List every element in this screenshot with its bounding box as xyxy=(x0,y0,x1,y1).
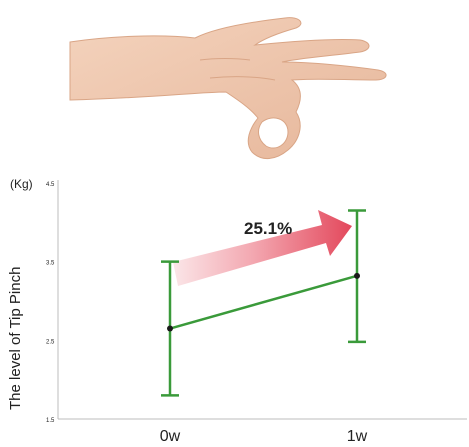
hand-ok-gesture-illustration xyxy=(69,17,387,159)
y-unit-label: (Kg) xyxy=(10,177,33,191)
y-tick-label: 1.5 xyxy=(46,418,55,424)
y-axis-ticks: 1.5 2.5 3.5 4.5 xyxy=(46,182,55,424)
y-axis-title: The level of Tip Pinch xyxy=(7,267,24,410)
x-tick-label: 0w xyxy=(160,428,181,445)
increase-arrow xyxy=(173,210,352,286)
data-point xyxy=(354,272,360,279)
increase-percentage-label: 25.1% xyxy=(244,219,292,238)
y-tick-label: 3.5 xyxy=(46,261,55,267)
x-axis-ticks: 0w 1w xyxy=(160,428,368,445)
data-point xyxy=(167,325,173,332)
plot-frame xyxy=(57,180,467,420)
x-tick-label: 1w xyxy=(347,428,368,445)
y-tick-label: 2.5 xyxy=(46,339,55,345)
series-layer xyxy=(161,209,366,397)
series-line xyxy=(169,274,358,330)
y-tick-label: 4.5 xyxy=(46,182,55,188)
